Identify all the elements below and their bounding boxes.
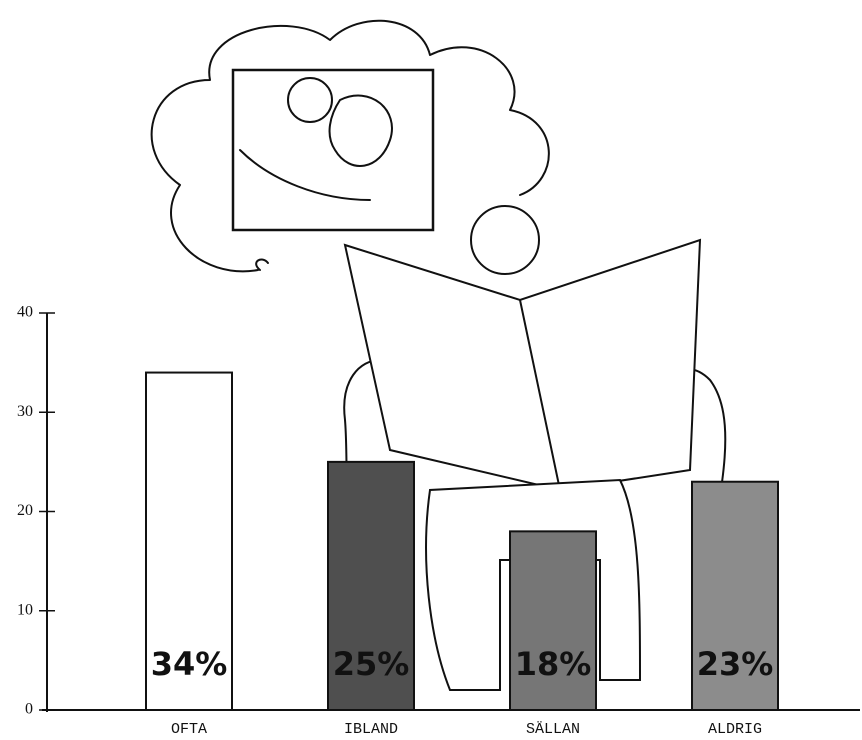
x-tick-label: IBLAND: [344, 721, 398, 738]
y-tick-label: 40: [17, 304, 33, 321]
y-tick-label: 10: [17, 601, 33, 618]
value-label: 23%: [697, 645, 774, 683]
bar: [510, 531, 596, 710]
y-tick-label: 0: [25, 701, 33, 718]
value-label: 34%: [151, 645, 228, 683]
x-tick-label: ALDRIG: [708, 721, 762, 738]
chart: 0 10 20 30 40 34% OFTA 25% IBLAND 18% SÄLLAN 23% ALD…: [0, 0, 862, 740]
value-label: 25%: [333, 645, 410, 683]
x-tick-label: OFTA: [171, 721, 207, 738]
illustration: [152, 21, 726, 690]
x-tick-label: SÄLLAN: [526, 720, 580, 738]
value-label: 18%: [515, 645, 592, 683]
y-tick-label: 20: [17, 502, 33, 519]
y-tick-label: 30: [17, 403, 33, 420]
